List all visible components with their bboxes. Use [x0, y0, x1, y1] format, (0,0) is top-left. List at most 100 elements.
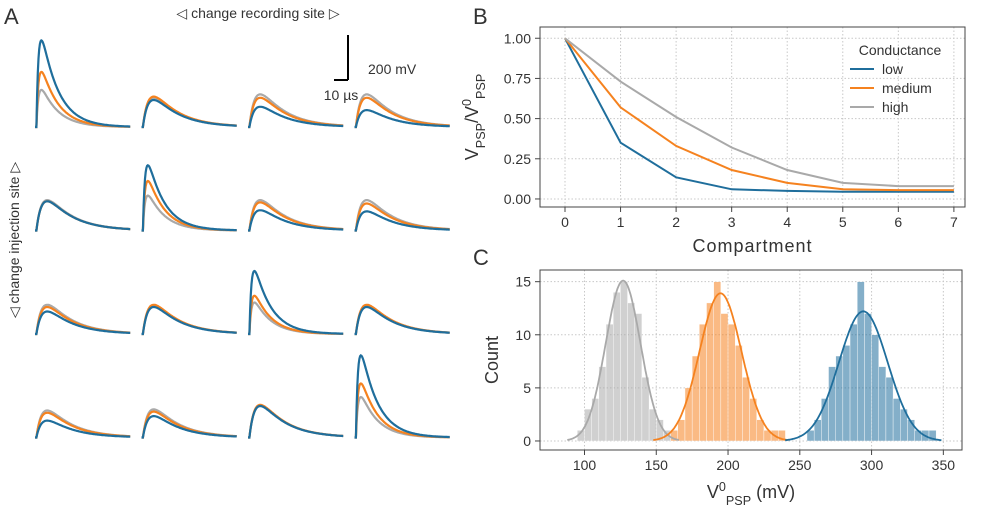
- histogram-bar: [842, 345, 851, 442]
- x-axis-label: Compartment: [692, 236, 812, 256]
- y-tick-label: 0: [523, 433, 531, 449]
- scalebar-label: 10 µs: [324, 87, 359, 103]
- axis-label: V0PSP (mV): [707, 480, 795, 507]
- axis-label-part: PSP: [726, 494, 751, 507]
- trace: [248, 269, 344, 336]
- axis-label: VPSP/V0PSP: [460, 74, 488, 160]
- y-tick-label: 1.00: [504, 30, 531, 46]
- trace: [141, 96, 237, 129]
- y-axis-label: Count: [482, 336, 502, 384]
- trace: [141, 98, 237, 129]
- fit-curve: [567, 279, 680, 441]
- histogram-bar: [677, 419, 686, 442]
- trace: [35, 200, 131, 232]
- panel-letter: C: [473, 245, 489, 270]
- y-tick-label: 0.75: [504, 70, 531, 86]
- y-tick-label: 15: [515, 274, 531, 290]
- trace: [248, 403, 344, 439]
- histogram-bar: [713, 281, 722, 442]
- axis-label-part: V: [707, 482, 719, 502]
- trace: [248, 404, 344, 439]
- histogram-bar: [849, 323, 858, 442]
- trace: [35, 303, 131, 336]
- trace: [354, 304, 450, 336]
- axes-frame: [539, 269, 963, 451]
- y-tick-label: 0.00: [504, 191, 531, 207]
- x-tick-label: 2: [672, 214, 680, 230]
- line: [564, 37, 954, 192]
- row-label: ◁ change injection site ▷: [6, 162, 22, 318]
- histogram-bar: [928, 430, 937, 442]
- trace: [35, 409, 131, 439]
- x-tick-label: 6: [894, 214, 902, 230]
- plot-background: [540, 27, 965, 207]
- trace: [248, 209, 344, 232]
- trace: [248, 105, 344, 129]
- y-tick-label: 0.50: [504, 111, 531, 127]
- panel-letter: B: [473, 4, 488, 29]
- x-tick-label: 1: [617, 214, 625, 230]
- histogram-bar: [605, 323, 614, 442]
- histogram-bar: [620, 281, 628, 442]
- histogram-bar: [742, 377, 750, 442]
- x-tick-label: 5: [839, 214, 847, 230]
- trace: [354, 109, 450, 129]
- axis-label-part: PSP: [474, 123, 488, 148]
- histogram-bar: [720, 313, 729, 442]
- axis-label-part: /V: [462, 106, 482, 123]
- x-tick-label: 250: [788, 457, 812, 473]
- trace: [354, 353, 450, 439]
- trace: [248, 201, 344, 232]
- x-tick-label: 3: [728, 214, 736, 230]
- y-tick-label: 0.25: [504, 151, 531, 167]
- histogram-bar: [778, 430, 786, 442]
- trace: [248, 199, 344, 232]
- trace: [35, 38, 131, 129]
- col-label: ◁ change recording site ▷: [176, 5, 339, 21]
- x-tick-label: 200: [716, 457, 740, 473]
- legend-label: medium: [882, 80, 932, 96]
- legend-label: low: [882, 61, 904, 77]
- trace: [141, 303, 237, 336]
- fit-curve: [653, 292, 788, 441]
- trace: [248, 404, 344, 439]
- histogram-bar: [871, 334, 879, 442]
- axis-label-part: PSP: [474, 74, 488, 99]
- x-tick-label: 150: [645, 457, 669, 473]
- x-tick-label: 7: [950, 214, 958, 230]
- y-tick-label: 5: [523, 380, 531, 396]
- trace: [141, 415, 237, 439]
- x-tick-label: 100: [573, 457, 597, 473]
- axis-label-part: (mV): [751, 482, 795, 502]
- axes-frame: [539, 26, 966, 208]
- axis-label-part: 0: [719, 480, 726, 494]
- legend-title: Conductance: [859, 42, 942, 58]
- line: [564, 37, 954, 193]
- x-tick-label: 350: [932, 457, 956, 473]
- trace: [141, 164, 237, 232]
- fit-curve: [785, 310, 942, 442]
- trace: [141, 408, 237, 439]
- trace: [35, 199, 131, 232]
- histogram-bar: [892, 398, 901, 442]
- trace: [354, 305, 450, 336]
- histogram-bar: [864, 313, 872, 442]
- trace: [35, 411, 131, 439]
- histogram-bar: [735, 345, 743, 442]
- trace: [354, 210, 450, 232]
- axis-label-part: V: [462, 148, 482, 160]
- trace: [35, 310, 131, 336]
- x-tick-label: 0: [561, 214, 569, 230]
- panel-letter: A: [4, 4, 19, 29]
- trace: [35, 419, 131, 439]
- axis-label-part: 0: [460, 99, 474, 106]
- trace: [35, 200, 131, 232]
- y-tick-label: 10: [515, 327, 531, 343]
- x-tick-label: 300: [860, 457, 884, 473]
- scalebar-label: 200 mV: [368, 61, 417, 77]
- trace: [141, 304, 237, 336]
- histogram-bar: [885, 377, 894, 442]
- histogram-bar: [706, 302, 714, 442]
- histogram-bar: [613, 292, 621, 442]
